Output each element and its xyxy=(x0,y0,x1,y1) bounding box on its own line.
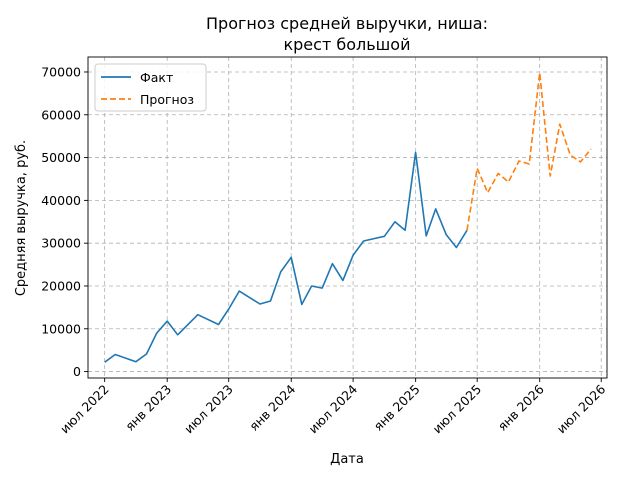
y-axis-label: Средняя выручка, руб. xyxy=(14,140,29,296)
y-tick-label: 70000 xyxy=(41,64,81,79)
x-tick-label: июл 2022 xyxy=(57,382,112,437)
plot-frame xyxy=(87,56,608,379)
chart-title-line-1: Прогноз средней выручки, ниша: xyxy=(206,14,488,33)
forecast-line xyxy=(466,72,592,231)
legend-label: Факт xyxy=(140,70,173,85)
grid xyxy=(88,57,607,378)
x-tick-label: янв 2025 xyxy=(371,382,423,434)
x-tick-label: янв 2026 xyxy=(495,381,547,433)
x-tick-label: июл 2024 xyxy=(305,381,360,436)
chart-title-line-2: крест большой xyxy=(283,35,410,54)
x-tick-label: июл 2023 xyxy=(181,382,236,437)
x-axis-label: Дата xyxy=(330,452,364,467)
x-tick-label: июл 2026 xyxy=(554,381,609,436)
x-tick-label: янв 2023 xyxy=(122,382,174,434)
series-lines xyxy=(104,72,592,363)
y-tick-label: 30000 xyxy=(41,236,81,251)
y-tick-label: 10000 xyxy=(41,321,81,336)
x-tick-label: июл 2025 xyxy=(430,382,485,437)
actual-line xyxy=(104,151,468,363)
legend-label: Прогноз xyxy=(140,92,194,107)
y-tick-label: 40000 xyxy=(41,193,81,208)
y-tick-label: 0 xyxy=(73,364,81,379)
y-tick-label: 20000 xyxy=(41,278,81,293)
y-tick-label: 60000 xyxy=(41,107,81,122)
y-tick-label: 50000 xyxy=(41,150,81,165)
x-tick-label: янв 2024 xyxy=(246,381,298,433)
legend: Факт Прогноз xyxy=(94,63,207,112)
